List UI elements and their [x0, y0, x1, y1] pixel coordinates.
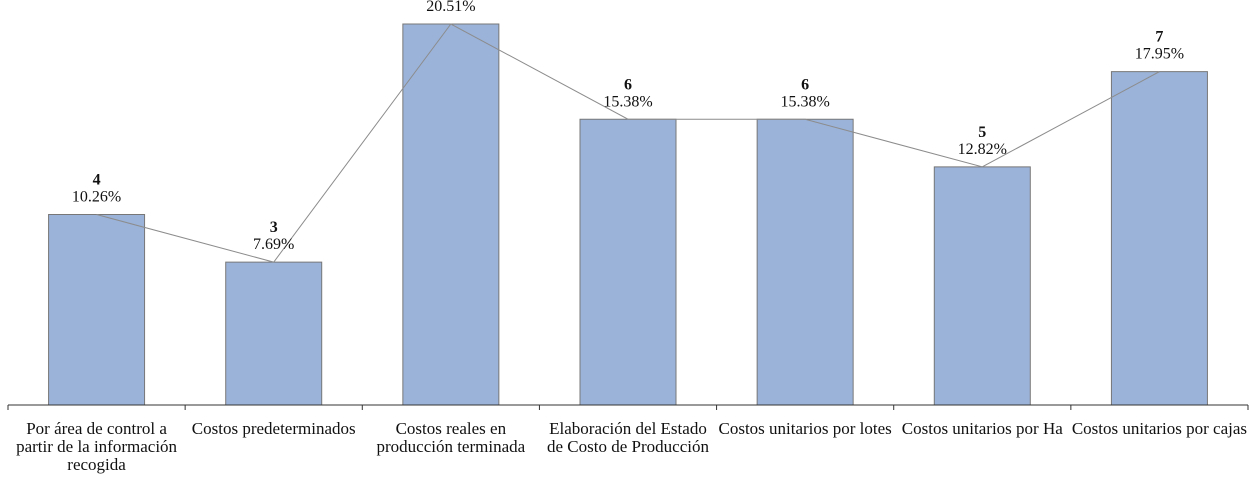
count-label: 4 — [93, 172, 101, 189]
bar — [225, 261, 323, 406]
count-label: 3 — [270, 219, 278, 236]
count-label: 5 — [978, 124, 986, 141]
count-label: 7 — [1155, 29, 1163, 46]
percent-label: 17.95% — [1135, 46, 1184, 63]
x-tick-label: Costos unitarios por cajas — [1071, 419, 1247, 438]
bar — [1110, 71, 1208, 406]
trend-line — [96, 23, 1160, 263]
percent-label: 12.82% — [958, 141, 1007, 158]
percent-label: 20.51% — [426, 0, 475, 15]
x-tick-label: Costos unitarios por Ha — [901, 419, 1063, 438]
bar — [579, 118, 677, 406]
bar — [48, 214, 146, 406]
percent-label: 15.38% — [603, 93, 652, 110]
bar — [933, 166, 1031, 406]
count-label: 6 — [801, 76, 809, 93]
x-tick-label: Costos predeterminados — [191, 419, 356, 438]
percent-label: 15.38% — [780, 93, 829, 110]
x-tick-label: Costos reales en producción terminada — [376, 419, 526, 456]
percent-label: 10.26% — [72, 189, 121, 206]
x-tick-label: Costos unitarios por lotes — [718, 419, 892, 438]
bar — [402, 23, 500, 406]
x-tick-label: Elaboración del Estado de Costo de Produ… — [547, 419, 709, 456]
bar — [756, 118, 854, 406]
count-label: 6 — [624, 76, 632, 93]
x-tick-label: Por área de control a partir de la infor… — [16, 419, 178, 474]
percent-label: 7.69% — [253, 236, 294, 253]
